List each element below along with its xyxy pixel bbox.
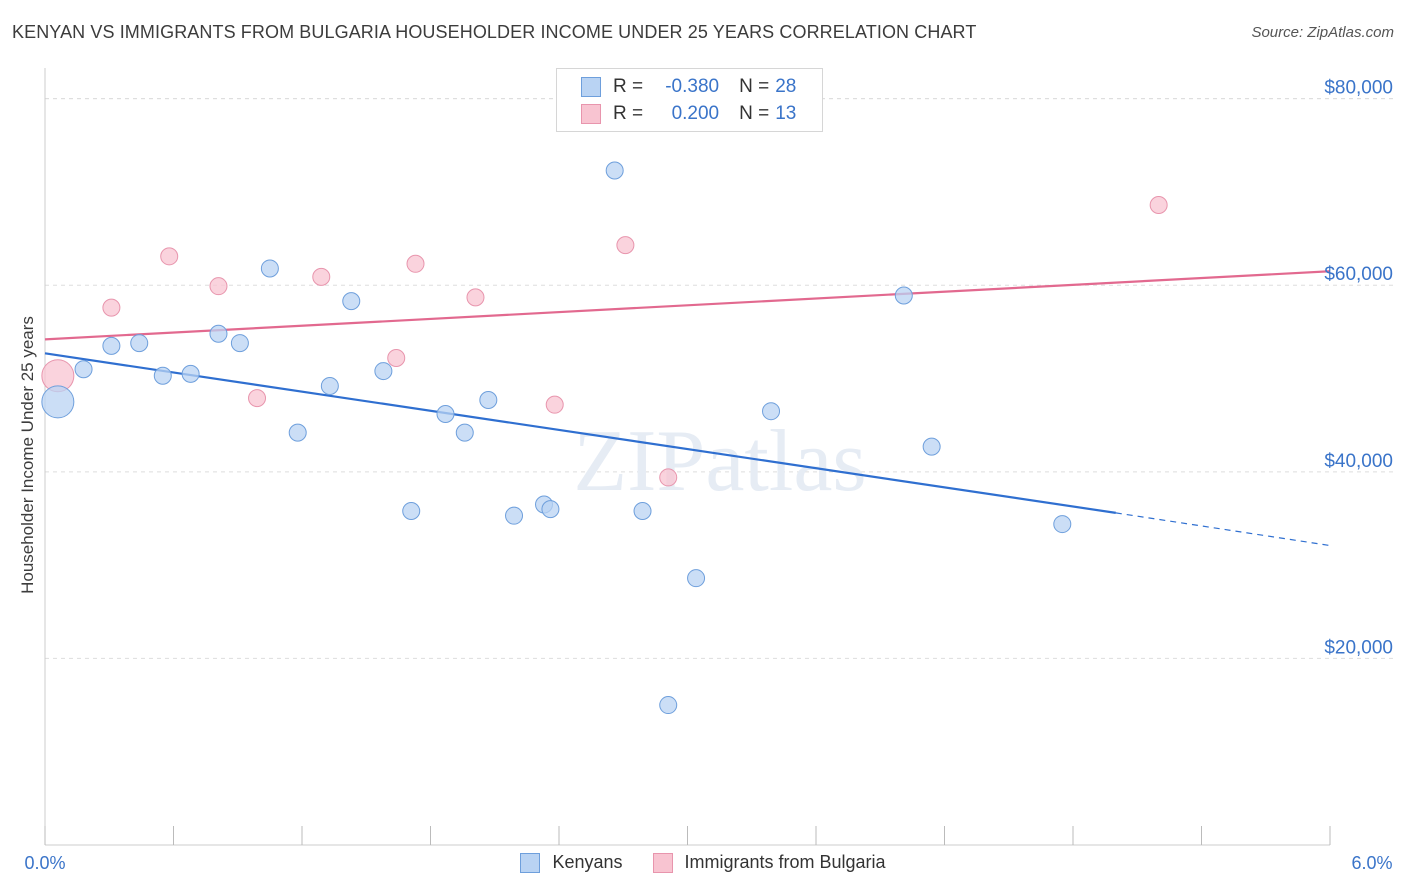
axes: [44, 68, 1331, 846]
trend-lines: [44, 270, 1331, 547]
kenyans-point: [455, 423, 474, 442]
bulgaria-point: [312, 267, 331, 286]
kenyans-swatch: [520, 852, 541, 873]
kenyans-point: [41, 385, 75, 419]
bulgaria-point: [406, 254, 425, 273]
bulgaria-point: [209, 277, 228, 296]
bulgaria-trend-line: [44, 270, 1331, 341]
kenyans-point: [181, 364, 200, 383]
kenyans-trend-extension: [1115, 512, 1331, 547]
bulgaria-point: [102, 298, 121, 317]
legend-label: Immigrants from Bulgaria: [684, 852, 886, 872]
kenyans-point: [605, 161, 624, 180]
kenyans-point: [541, 500, 560, 519]
kenyans-point: [922, 437, 941, 456]
n-label: N =: [739, 103, 770, 124]
kenyans-point: [479, 390, 498, 409]
kenyans-point: [102, 336, 121, 355]
kenyans-point: [230, 334, 249, 353]
kenyans-point: [1053, 515, 1072, 534]
bulgaria-point: [466, 288, 485, 307]
y-tick-label: $80,000: [1324, 78, 1393, 99]
kenyans-point: [762, 402, 781, 421]
series-legend: Kenyans Immigrants from Bulgaria: [0, 852, 1406, 873]
r-value: -0.380: [665, 76, 720, 97]
y-tick-label: $20,000: [1324, 637, 1393, 658]
tick-labels: $20,000 $40,000 $60,000 $80,000 0.0% 6.0%: [24, 78, 1393, 873]
x-tick-label: 0.0%: [24, 853, 65, 873]
bulgaria-point: [387, 349, 406, 368]
bulgaria-point: [160, 247, 179, 266]
gridlines: [45, 98, 1395, 659]
kenyans-point: [436, 404, 455, 423]
legend-row-bulgaria: R = 0.200 N = 13: [581, 101, 796, 127]
source-label: Source: ZipAtlas.com: [1251, 24, 1394, 41]
kenyans-swatch: [581, 77, 601, 97]
kenyans-point: [260, 259, 279, 278]
watermark: ZIPatlas: [573, 413, 866, 510]
kenyans-point: [320, 377, 339, 395]
kenyans-point: [659, 696, 678, 715]
chart-title: KENYAN VS IMMIGRANTS FROM BULGARIA HOUSE…: [12, 22, 977, 42]
kenyans-point: [342, 292, 361, 311]
kenyans-point: [374, 362, 393, 381]
kenyans-trend-line: [44, 352, 1116, 514]
correlation-legend: R = -0.380 N = 28 R = 0.200 N = 13: [556, 68, 823, 132]
legend-item-kenyans[interactable]: Kenyans: [520, 852, 623, 873]
legend-label: Kenyans: [552, 852, 623, 872]
r-label: R =: [613, 76, 644, 97]
kenyans-point: [153, 366, 172, 385]
legend-item-bulgaria[interactable]: Immigrants from Bulgaria: [652, 852, 886, 873]
bulgaria-point: [659, 468, 678, 487]
bulgaria-point: [616, 236, 635, 255]
kenyans-point: [505, 506, 524, 525]
y-tick-label: $60,000: [1324, 264, 1393, 285]
n-value: 28: [775, 76, 797, 97]
bulgaria-swatch: [581, 104, 601, 124]
data-points: [41, 161, 1168, 715]
bulgaria-point: [1149, 196, 1168, 215]
kenyans-point: [402, 502, 421, 521]
bulgaria-point: [248, 389, 267, 408]
kenyans-point: [894, 286, 913, 305]
legend-row-kenyans: R = -0.380 N = 28: [581, 74, 796, 100]
y-tick-label: $40,000: [1324, 451, 1393, 472]
kenyans-point: [288, 423, 307, 442]
kenyans-point: [633, 502, 652, 521]
r-label: R =: [613, 103, 644, 124]
x-tick-label: 6.0%: [1351, 853, 1392, 873]
n-value: 13: [775, 103, 797, 124]
bulgaria-point: [545, 395, 564, 414]
r-value: 0.200: [671, 103, 720, 124]
kenyans-point: [687, 569, 706, 588]
kenyans-point: [209, 324, 228, 343]
bulgaria-swatch: [652, 852, 673, 873]
n-label: N =: [739, 76, 770, 97]
kenyans-point: [130, 334, 149, 353]
kenyans-point: [74, 360, 93, 379]
